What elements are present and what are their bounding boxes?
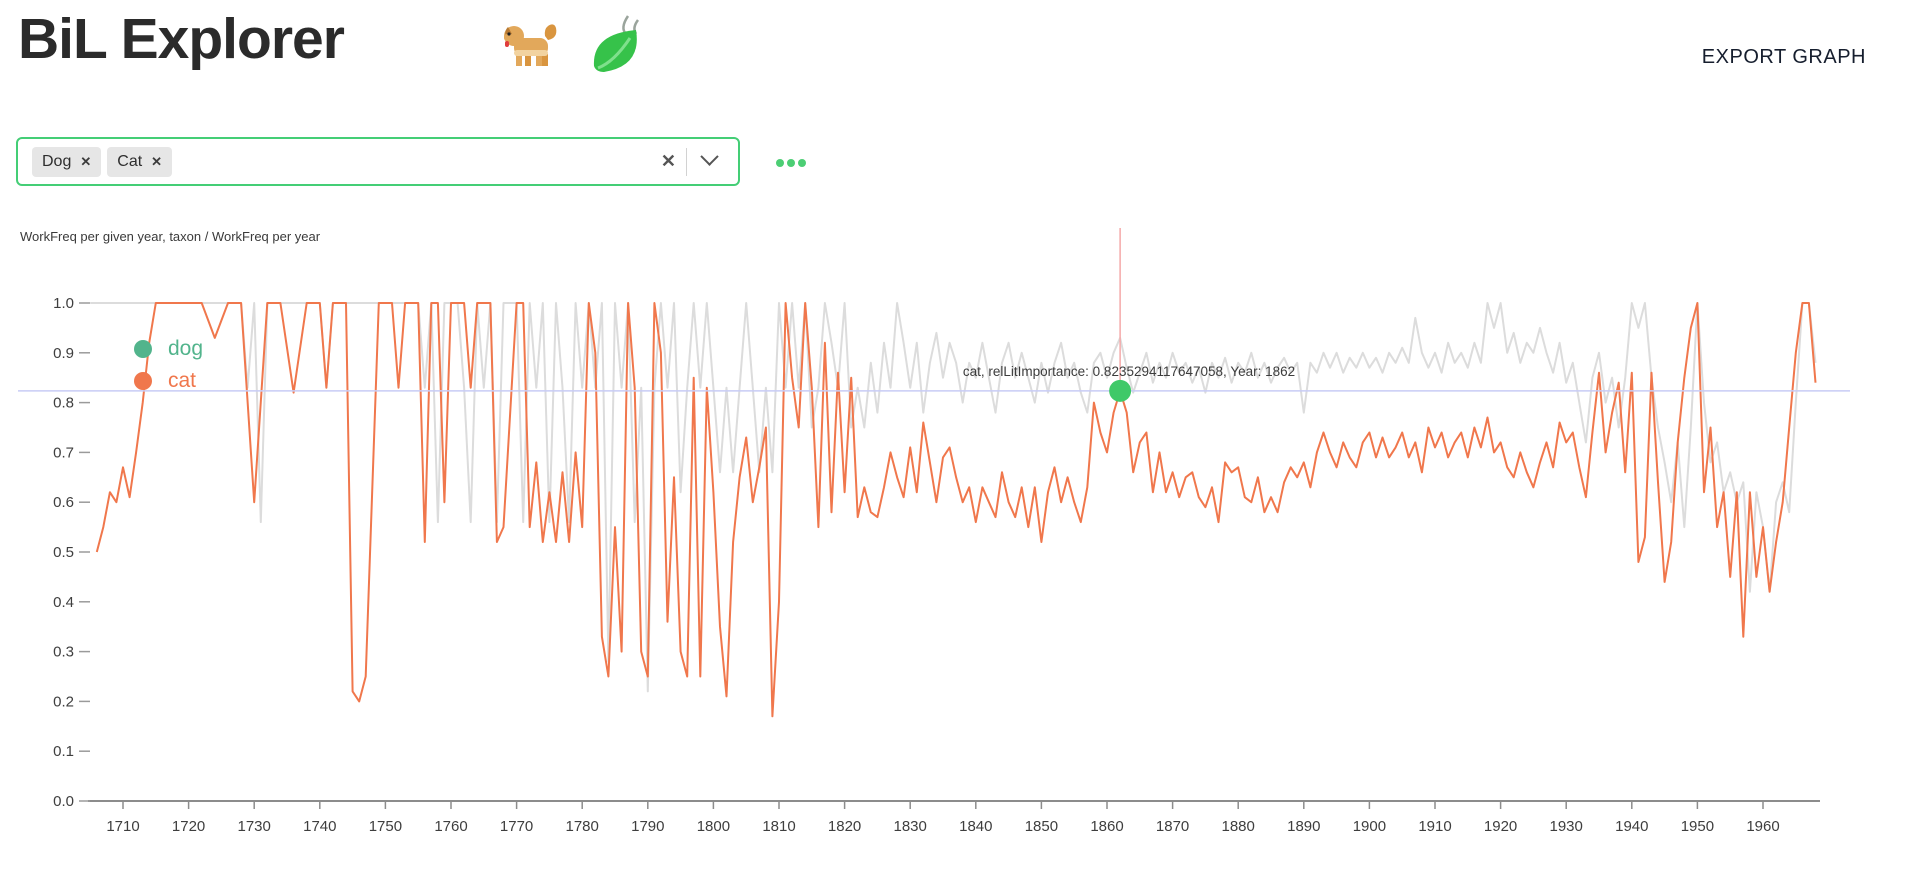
chevron-down-icon[interactable] [700,147,719,166]
y-tick-label: 0.1 [53,743,74,760]
cat-line [95,302,1817,718]
x-tick-label: 1850 [1025,818,1058,835]
taxon-multiselect-input[interactable]: Dog ✕ Cat ✕ ✕ [16,137,740,186]
y-tick-label: 0.0 [53,793,74,810]
tag-dog-remove-icon[interactable]: ✕ [80,153,92,169]
menu-dot [787,159,795,167]
x-tick-label: 1940 [1615,818,1648,835]
leaf-emoji-icon [593,15,640,72]
x-tick-label: 1760 [434,818,467,835]
x-tick-label: 1820 [828,818,861,835]
clear-all-icon[interactable]: ✕ [660,151,676,171]
chart-title: WorkFreq per given year, taxon / WorkFre… [20,229,321,244]
page-title: BiL Explorer [18,7,345,71]
dog-series-dot-icon [134,340,152,358]
x-tick-label: 1910 [1418,818,1451,835]
x-tick-label: 1720 [172,818,205,835]
x-tick-label: 1770 [500,818,533,835]
y-tick-label: 0.7 [53,444,74,461]
hover-tooltip: cat, relLitImportance: 0.823529411764705… [962,364,1296,379]
export-graph-button[interactable]: EXPORT GRAPH [1701,46,1866,68]
x-tick-label: 1870 [1156,818,1189,835]
y-tick-label: 0.5 [53,544,74,561]
tag-dog[interactable]: Dog ✕ [32,146,102,177]
x-tick-label: 1790 [631,818,664,835]
x-tick-label: 1800 [697,818,730,835]
dog-line [90,302,1817,693]
tag-cat-remove-icon[interactable]: ✕ [151,153,163,169]
legend-label-cat: cat [168,369,197,392]
x-tick-label: 1890 [1287,818,1320,835]
y-tick-label: 0.9 [53,345,74,362]
x-tick-label: 1810 [762,818,795,835]
legend-item-dog[interactable]: dog [134,337,203,361]
cat-series-dot-icon [134,372,152,390]
filter-divider [686,147,687,176]
x-tick-label: 1750 [369,818,402,835]
x-tick-label: 1840 [959,818,992,835]
x-tick-label: 1780 [566,818,599,835]
y-tick-label: 0.3 [53,644,74,661]
options-menu-button[interactable] [776,159,806,167]
legend-label-dog: dog [168,337,204,360]
x-tick-label: 1920 [1484,818,1517,835]
y-tick-label: 1.0 [53,295,74,312]
menu-dot [798,159,806,167]
y-tick-label: 0.4 [53,594,74,611]
legend-item-cat[interactable]: cat [134,369,203,393]
x-tick-label: 1930 [1550,818,1583,835]
x-tick-label: 1950 [1681,818,1714,835]
tag-cat[interactable]: Cat ✕ [107,146,173,177]
x-tick-label: 1710 [106,818,139,835]
highlighted-point-marker [1109,379,1132,402]
app-header: BiL Explorer EXPORT GRAPH [0,0,1918,100]
x-tick-label: 1730 [238,818,271,835]
y-tick-label: 0.6 [53,494,74,511]
x-tick-label: 1830 [894,818,927,835]
x-tick-label: 1880 [1222,818,1255,835]
x-tick-label: 1860 [1090,818,1123,835]
x-tick-label: 1900 [1353,818,1386,835]
x-tick-label: 1960 [1746,818,1779,835]
y-tick-label: 0.8 [53,395,74,412]
y-tick-label: 0.2 [53,693,74,710]
menu-dot [776,159,784,167]
tag-dog-label: Dog [42,152,72,170]
dog-emoji-icon [504,24,557,66]
x-tick-label: 1740 [303,818,336,835]
tag-cat-label: Cat [117,152,143,170]
chart-legend: dog cat [134,337,203,401]
